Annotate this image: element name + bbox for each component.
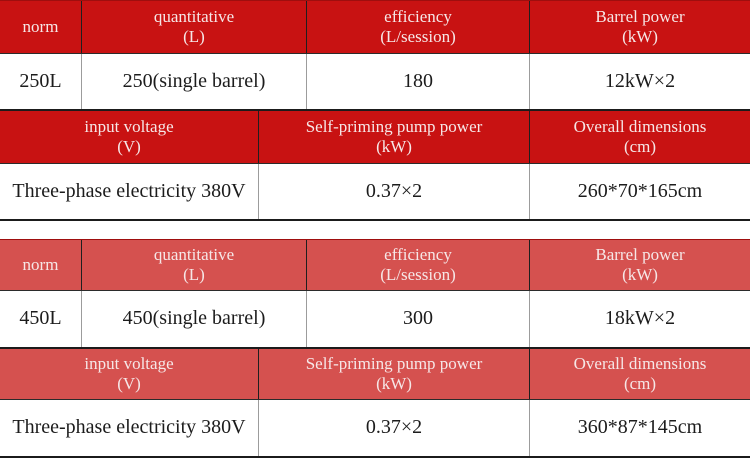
header-unit: (cm) <box>623 374 657 393</box>
header-unit: (cm) <box>623 137 657 156</box>
header-cell-pump-power: Self-priming pump power (kW) <box>258 349 529 399</box>
header-cell-quantitative: quantitative (L) <box>81 240 306 290</box>
header-cell-barrel-power: Barrel power (kW) <box>529 1 750 53</box>
header-cell-input-voltage: input voltage (V) <box>0 349 258 399</box>
value-cell-norm: 450L <box>0 291 81 347</box>
header-label: Self-priming pump power <box>305 353 483 373</box>
header-cell-pump-power: Self-priming pump power (kW) <box>258 111 529 163</box>
header-unit: (V) <box>117 374 141 393</box>
value-cell-norm: 250L <box>0 54 81 109</box>
header-cell-quantitative: quantitative (L) <box>81 1 306 53</box>
spec-header-row: norm quantitative (L) efficiency (L/sess… <box>0 240 750 291</box>
header-cell-dimensions: Overall dimensions (cm) <box>529 111 750 163</box>
header-label: efficiency <box>384 6 452 26</box>
value-cell-barrel-power: 12kW×2 <box>529 54 750 109</box>
value-cell-input-voltage: Three-phase electricity 380V <box>0 400 258 456</box>
value-cell-dimensions: 260*70*165cm <box>529 164 750 219</box>
header-cell-norm: norm <box>0 240 81 290</box>
header-label: Overall dimensions <box>573 353 707 373</box>
header-unit: (kW) <box>376 137 412 156</box>
header-cell-norm: norm <box>0 1 81 53</box>
header-unit: (L) <box>183 265 205 284</box>
header-unit: (kW) <box>622 265 658 284</box>
detail-header-row: input voltage (V) Self-priming pump powe… <box>0 111 750 164</box>
detail-value-row: Three-phase electricity 380V 0.37×2 360*… <box>0 400 750 458</box>
header-unit: (L/session) <box>380 265 456 284</box>
header-label: norm <box>22 254 59 274</box>
header-label: quantitative <box>153 244 235 264</box>
header-cell-dimensions: Overall dimensions (cm) <box>529 349 750 399</box>
detail-value-row: Three-phase electricity 380V 0.37×2 260*… <box>0 164 750 221</box>
header-cell-barrel-power: Barrel power (kW) <box>529 240 750 290</box>
header-cell-efficiency: efficiency (L/session) <box>306 240 529 290</box>
header-cell-efficiency: efficiency (L/session) <box>306 1 529 53</box>
spec-header-row: norm quantitative (L) efficiency (L/sess… <box>0 1 750 54</box>
value-cell-efficiency: 180 <box>306 54 529 109</box>
header-label: input voltage <box>84 353 174 373</box>
header-label: norm <box>22 16 59 36</box>
spec-table-450l: norm quantitative (L) efficiency (L/sess… <box>0 239 750 458</box>
header-unit: (kW) <box>376 374 412 393</box>
spec-table-250l: norm quantitative (L) efficiency (L/sess… <box>0 0 750 221</box>
header-label: quantitative <box>153 6 235 26</box>
value-cell-barrel-power: 18kW×2 <box>529 291 750 347</box>
header-label: input voltage <box>84 116 174 136</box>
header-cell-input-voltage: input voltage (V) <box>0 111 258 163</box>
value-cell-pump-power: 0.37×2 <box>258 400 529 456</box>
header-label: Overall dimensions <box>573 116 707 136</box>
header-unit: (L) <box>183 27 205 46</box>
header-unit: (kW) <box>622 27 658 46</box>
spec-value-row: 250L 250(single barrel) 180 12kW×2 <box>0 54 750 111</box>
detail-header-row: input voltage (V) Self-priming pump powe… <box>0 349 750 400</box>
header-unit: (V) <box>117 137 141 156</box>
header-label: efficiency <box>384 244 452 264</box>
value-cell-efficiency: 300 <box>306 291 529 347</box>
value-cell-quantitative: 250(single barrel) <box>81 54 306 109</box>
value-cell-pump-power: 0.37×2 <box>258 164 529 219</box>
spec-value-row: 450L 450(single barrel) 300 18kW×2 <box>0 291 750 349</box>
value-cell-input-voltage: Three-phase electricity 380V <box>0 164 258 219</box>
header-label: Barrel power <box>595 6 685 26</box>
header-label: Self-priming pump power <box>305 116 483 136</box>
value-cell-quantitative: 450(single barrel) <box>81 291 306 347</box>
header-unit: (L/session) <box>380 27 456 46</box>
value-cell-dimensions: 360*87*145cm <box>529 400 750 456</box>
header-label: Barrel power <box>595 244 685 264</box>
